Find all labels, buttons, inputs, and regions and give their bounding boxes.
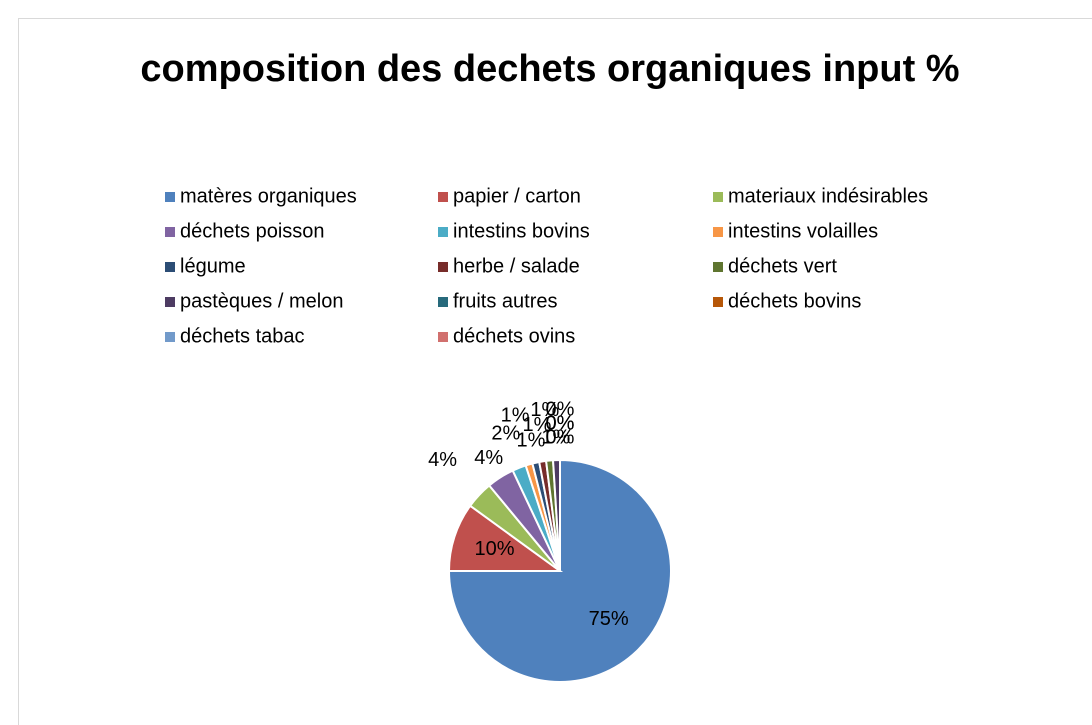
pie-slice [551, 458, 561, 572]
data-label: 4% [474, 447, 503, 469]
legend-label: déchets ovins [453, 325, 575, 347]
legend-label: herbe / salade [453, 255, 580, 277]
data-label: 0% [546, 398, 575, 420]
legend-swatch [165, 332, 175, 342]
legend-swatch [165, 262, 175, 272]
legend-swatch [165, 192, 175, 202]
legend-label: fruits autres [453, 290, 557, 312]
legend-label: déchets tabac [180, 325, 305, 347]
legend-swatch [165, 227, 175, 237]
data-label: 1% [541, 426, 570, 448]
legend-swatch [438, 297, 448, 307]
legend-swatch [165, 297, 175, 307]
legend-swatch [713, 227, 723, 237]
data-label: 10% [475, 538, 515, 560]
data-label: 4% [428, 449, 457, 471]
data-label: 0% [546, 412, 575, 434]
chart-frame [18, 18, 1092, 725]
legend-swatch [438, 192, 448, 202]
legend-swatch [438, 262, 448, 272]
data-label: 1% [530, 399, 559, 421]
data-label: 75% [589, 608, 629, 630]
legend-swatch [438, 227, 448, 237]
data-label: 0% [546, 412, 575, 434]
legend-label: materiaux indésirables [728, 185, 928, 207]
legend-label: déchets poisson [180, 220, 325, 242]
legend-label: pastèques / melon [180, 290, 343, 312]
legend-swatch [438, 332, 448, 342]
legend-label: intestins bovins [453, 220, 590, 242]
data-label: 2% [491, 423, 520, 445]
legend-label: déchets vert [728, 255, 837, 277]
legend-label: matères organiques [180, 185, 357, 207]
legend-swatch [713, 192, 723, 202]
legend-swatch [713, 262, 723, 272]
data-label: 1% [517, 429, 546, 451]
data-label: 1% [523, 414, 552, 436]
legend-label: intestins volailles [728, 220, 878, 242]
legend-label: déchets bovins [728, 290, 861, 312]
legend-label: papier / carton [453, 185, 581, 207]
legend-label: légume [180, 255, 246, 277]
data-label: 0% [546, 426, 575, 448]
chart-title: composition des dechets organiques input… [140, 48, 960, 90]
data-label: 1% [501, 405, 530, 427]
legend-swatch [713, 297, 723, 307]
